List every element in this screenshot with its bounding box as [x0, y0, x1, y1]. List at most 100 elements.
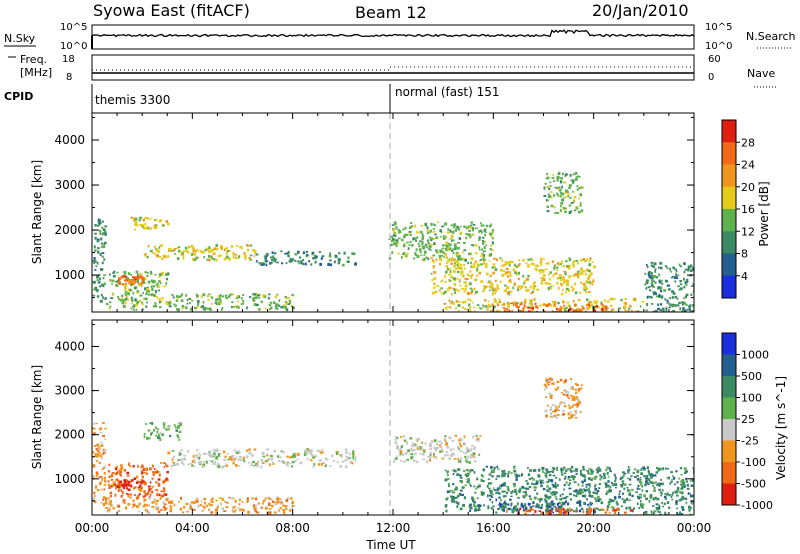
range-gate-cell: [678, 263, 681, 267]
range-gate-cell: [110, 297, 114, 299]
range-gate-cell: [290, 304, 293, 308]
range-gate-cell: [551, 300, 555, 304]
range-gate-cell: [254, 293, 257, 296]
range-gate-cell: [601, 305, 605, 308]
range-gate-cell: [186, 302, 189, 305]
range-gate-cell: [483, 240, 486, 243]
range-gate-cell: [421, 235, 425, 238]
range-gate-cell: [537, 504, 540, 508]
range-gate-cell: [666, 468, 669, 470]
range-gate-cell: [544, 472, 548, 475]
range-gate-cell: [104, 427, 107, 430]
range-gate-cell: [522, 274, 525, 278]
range-gate-cell: [672, 477, 676, 480]
range-gate-cell: [670, 481, 673, 483]
range-gate-cell: [127, 277, 130, 280]
range-gate-cell: [97, 218, 100, 222]
range-gate-cell: [186, 251, 190, 254]
range-gate-cell: [463, 225, 466, 228]
range-gate-cell: [614, 496, 617, 499]
range-gate-cell: [569, 479, 572, 481]
range-gate-cell: [575, 396, 579, 400]
range-gate-cell: [634, 310, 638, 312]
range-gate-cell: [534, 285, 537, 288]
range-gate-cell: [561, 493, 564, 495]
range-gate-cell: [676, 274, 680, 277]
range-gate-cell: [446, 245, 449, 249]
range-gate-cell: [454, 469, 457, 473]
range-gate-cell: [528, 302, 531, 305]
range-gate-cell: [443, 302, 447, 305]
range-gate-cell: [187, 463, 190, 466]
range-gate-cell: [561, 283, 564, 287]
range-gate-cell: [530, 306, 533, 310]
range-gate-cell: [291, 461, 295, 464]
range-gate-cell: [585, 287, 589, 290]
range-gate-cell: [445, 450, 448, 454]
range-gate-cell: [458, 237, 462, 240]
range-gate-cell: [124, 506, 128, 510]
range-gate-cell: [98, 451, 101, 454]
range-gate-cell: [655, 507, 659, 510]
range-gate-cell: [289, 257, 292, 261]
range-gate-cell: [139, 223, 142, 227]
range-gate-cell: [444, 253, 447, 256]
range-gate-cell: [347, 256, 350, 260]
range-gate-cell: [482, 242, 485, 245]
range-gate-cell: [692, 467, 694, 470]
range-gate-cell: [554, 481, 557, 485]
range-gate-cell: [561, 172, 564, 176]
range-gate-cell: [107, 509, 111, 513]
range-gate-cell: [453, 283, 457, 286]
range-gate-cell: [236, 304, 239, 307]
range-gate-cell: [232, 510, 236, 513]
range-gate-cell: [258, 262, 261, 265]
range-gate-cell: [128, 288, 132, 292]
range-gate-cell: [576, 492, 580, 495]
range-gate-cell: [588, 275, 591, 279]
range-gate-cell: [687, 268, 690, 272]
range-gate-cell: [574, 411, 578, 415]
range-gate-cell: [459, 507, 463, 511]
range-gate-cell: [549, 512, 552, 515]
range-gate-cell: [515, 302, 518, 306]
range-gate-cell: [416, 230, 419, 233]
range-gate-cell: [586, 470, 589, 472]
range-gate-cell: [669, 303, 672, 306]
range-gate-cell: [129, 280, 132, 283]
range-gate-cell: [407, 449, 410, 453]
range-gate-cell: [613, 473, 616, 477]
range-gate-cell: [417, 242, 420, 245]
range-gate-cell: [457, 468, 460, 471]
range-gate-cell: [571, 308, 574, 312]
range-gate-cell: [452, 483, 455, 486]
range-gate-cell: [210, 511, 214, 514]
range-gate-cell: [171, 450, 175, 452]
range-gate-cell: [568, 258, 572, 262]
range-gate-cell: [248, 257, 251, 259]
range-gate-cell: [470, 456, 473, 459]
range-gate-cell: [490, 285, 493, 289]
range-gate-cell: [662, 309, 665, 312]
range-gate-cell: [201, 465, 205, 468]
range-gate-cell: [441, 450, 444, 453]
range-gate-cell: [486, 285, 489, 288]
range-gate-cell: [158, 478, 161, 481]
range-gate-cell: [451, 293, 454, 296]
range-gate-cell: [489, 289, 491, 292]
range-gate-cell: [439, 263, 442, 265]
range-gate-cell: [167, 272, 170, 276]
range-gate-cell: [401, 445, 403, 448]
range-gate-cell: [679, 490, 682, 494]
range-gate-cell: [476, 263, 480, 266]
range-gate-cell: [262, 294, 265, 298]
range-gate-cell: [513, 282, 516, 286]
range-gate-cell: [639, 503, 643, 507]
range-gate-cell: [450, 499, 453, 503]
range-gate-cell: [293, 455, 297, 458]
range-gate-cell: [440, 287, 443, 290]
range-gate-cell: [229, 455, 232, 459]
range-gate-cell: [453, 496, 457, 500]
range-gate-cell: [588, 491, 591, 495]
range-gate-cell: [146, 469, 149, 472]
